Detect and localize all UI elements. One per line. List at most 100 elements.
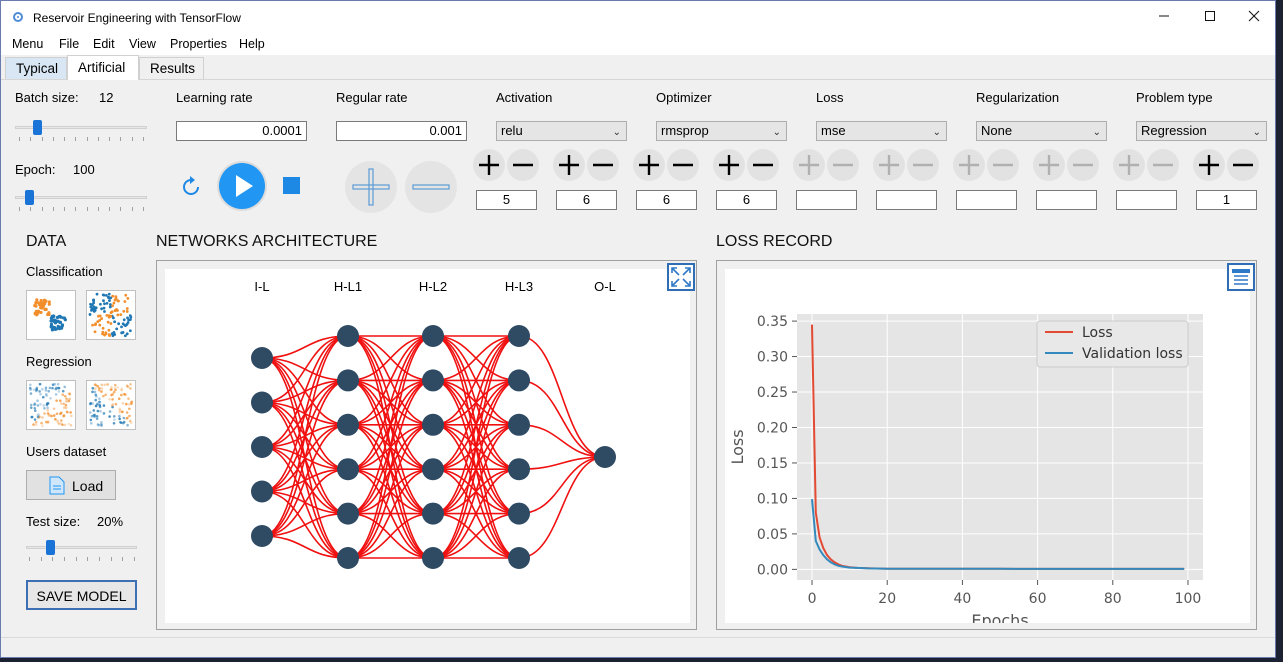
regression-dataset-plane[interactable] (26, 380, 76, 430)
layer-1-plus-button[interactable] (473, 149, 505, 181)
network-node (594, 446, 616, 468)
tab-results[interactable]: Results (139, 57, 204, 79)
menu-view[interactable]: View (129, 37, 156, 51)
plus-icon (639, 155, 659, 175)
menu-properties[interactable]: Properties (170, 37, 227, 51)
menu-help[interactable]: Help (239, 37, 265, 51)
layer-1-node-count[interactable]: 5 (476, 190, 537, 210)
layer-3-minus-button[interactable] (667, 149, 699, 181)
menu-menu[interactable]: Menu (12, 37, 44, 51)
fullscreen-button[interactable] (667, 263, 695, 291)
x-axis-label: Epochs (971, 611, 1028, 623)
layer-9-node-count[interactable] (1116, 190, 1177, 210)
batch-size-slider-handle[interactable] (33, 120, 43, 135)
problem-type-value: Regression (1141, 123, 1207, 138)
slider-tick (75, 557, 77, 561)
layer-8-minus-button[interactable] (1067, 149, 1099, 181)
layer-2-minus-button[interactable] (587, 149, 619, 181)
activation-select[interactable]: relu ⌄ (496, 121, 627, 141)
tab-artificial[interactable]: Artificial (67, 55, 139, 80)
regression-dataset-gauss[interactable] (86, 380, 136, 430)
layer-4-node-count[interactable]: 6 (716, 190, 777, 210)
layer-3-node-count[interactable]: 6 (636, 190, 697, 210)
loss-options-button[interactable] (1227, 263, 1255, 291)
layer-9-minus-button[interactable] (1147, 149, 1179, 181)
regularization-value: None (981, 123, 1013, 138)
title-bar: Reservoir Engineering with TensorFlow (1, 1, 1275, 34)
tab-typical[interactable]: Typical (5, 57, 67, 79)
learning-rate-input[interactable]: 0.0001 (176, 121, 307, 141)
plus-icon (1039, 155, 1059, 175)
layer-7-minus-button[interactable] (987, 149, 1019, 181)
classification-dataset-blobs[interactable] (26, 290, 76, 340)
slider-tick (30, 137, 32, 141)
minimize-button[interactable] (1141, 1, 1187, 34)
series-line-validation-loss (811, 499, 1185, 570)
classification-dataset-xor[interactable] (86, 290, 136, 340)
layer-2-plus-button[interactable] (553, 149, 585, 181)
loss-select[interactable]: mse ⌄ (816, 121, 947, 141)
menu-edit[interactable]: Edit (93, 37, 115, 51)
epoch-slider-handle[interactable] (24, 190, 34, 205)
layer-3-plus-button[interactable] (633, 149, 665, 181)
maximize-button[interactable] (1187, 1, 1233, 34)
layer-10-plus-button[interactable] (1193, 149, 1225, 181)
layer-7-plus-button[interactable] (953, 149, 985, 181)
layer-1-minus-button[interactable] (507, 149, 539, 181)
optimizer-select[interactable]: rmsprop ⌄ (656, 121, 787, 141)
network-edge (518, 456, 606, 470)
slider-tick (19, 137, 20, 141)
tab-bar: Typical Artificial Results (1, 55, 1275, 80)
load-button[interactable]: Load (26, 470, 116, 500)
batch-size-label: Batch size: (15, 90, 79, 105)
save-model-button[interactable]: SAVE MODEL (26, 580, 137, 610)
plus-icon (799, 155, 819, 175)
layer-5-plus-button[interactable] (793, 149, 825, 181)
plus-icon (1119, 155, 1139, 175)
network-title: NETWORKS ARCHITECTURE (156, 233, 378, 250)
layer-7-node-count[interactable] (956, 190, 1017, 210)
stop-icon[interactable] (283, 177, 301, 195)
layer-6-minus-button[interactable] (907, 149, 939, 181)
close-button[interactable] (1231, 1, 1275, 34)
layer-10-minus-button[interactable] (1227, 149, 1259, 181)
network-edge (347, 335, 434, 382)
add-layer-button[interactable] (345, 161, 397, 213)
layer-2-node-count[interactable]: 6 (556, 190, 617, 210)
layer-8-plus-button[interactable] (1033, 149, 1065, 181)
status-bar (1, 637, 1275, 657)
play-button[interactable] (217, 161, 267, 211)
problem-type-select[interactable]: Regression ⌄ (1136, 121, 1267, 141)
plus-icon (1199, 155, 1219, 175)
network-node (337, 547, 359, 569)
layer-4-plus-button[interactable] (713, 149, 745, 181)
regularization-select[interactable]: None ⌄ (976, 121, 1107, 141)
slider-tick (120, 207, 122, 211)
network-edge (347, 335, 434, 426)
network-edge (432, 468, 520, 559)
test-size-slider-handle[interactable] (46, 540, 56, 555)
layer-5-minus-button[interactable] (827, 149, 859, 181)
remove-layer-button[interactable] (405, 161, 457, 213)
regular-rate-input[interactable]: 0.001 (336, 121, 467, 141)
epoch-slider[interactable] (15, 196, 147, 199)
network-edge (261, 379, 349, 537)
chart-legend: Loss Validation loss (1036, 320, 1189, 368)
layer-8-node-count[interactable] (1036, 190, 1097, 210)
slider-tick (99, 557, 100, 561)
layer-10-node-count[interactable]: 1 (1196, 190, 1257, 210)
batch-size-slider[interactable] (15, 126, 147, 129)
layer-6-plus-button[interactable] (873, 149, 905, 181)
menu-file[interactable]: File (59, 37, 80, 51)
regression-label: Regression (26, 354, 92, 369)
minus-icon (412, 184, 450, 190)
layer-4-minus-button[interactable] (747, 149, 779, 181)
layer-5-node-count[interactable] (796, 190, 857, 210)
network-node (251, 436, 273, 458)
layer-6-node-count[interactable] (876, 190, 937, 210)
test-size-slider[interactable] (26, 546, 137, 549)
layer-9-plus-button[interactable] (1113, 149, 1145, 181)
reset-icon[interactable] (178, 174, 204, 200)
expand-icon (671, 267, 691, 287)
epoch-value: 100 (73, 162, 95, 177)
